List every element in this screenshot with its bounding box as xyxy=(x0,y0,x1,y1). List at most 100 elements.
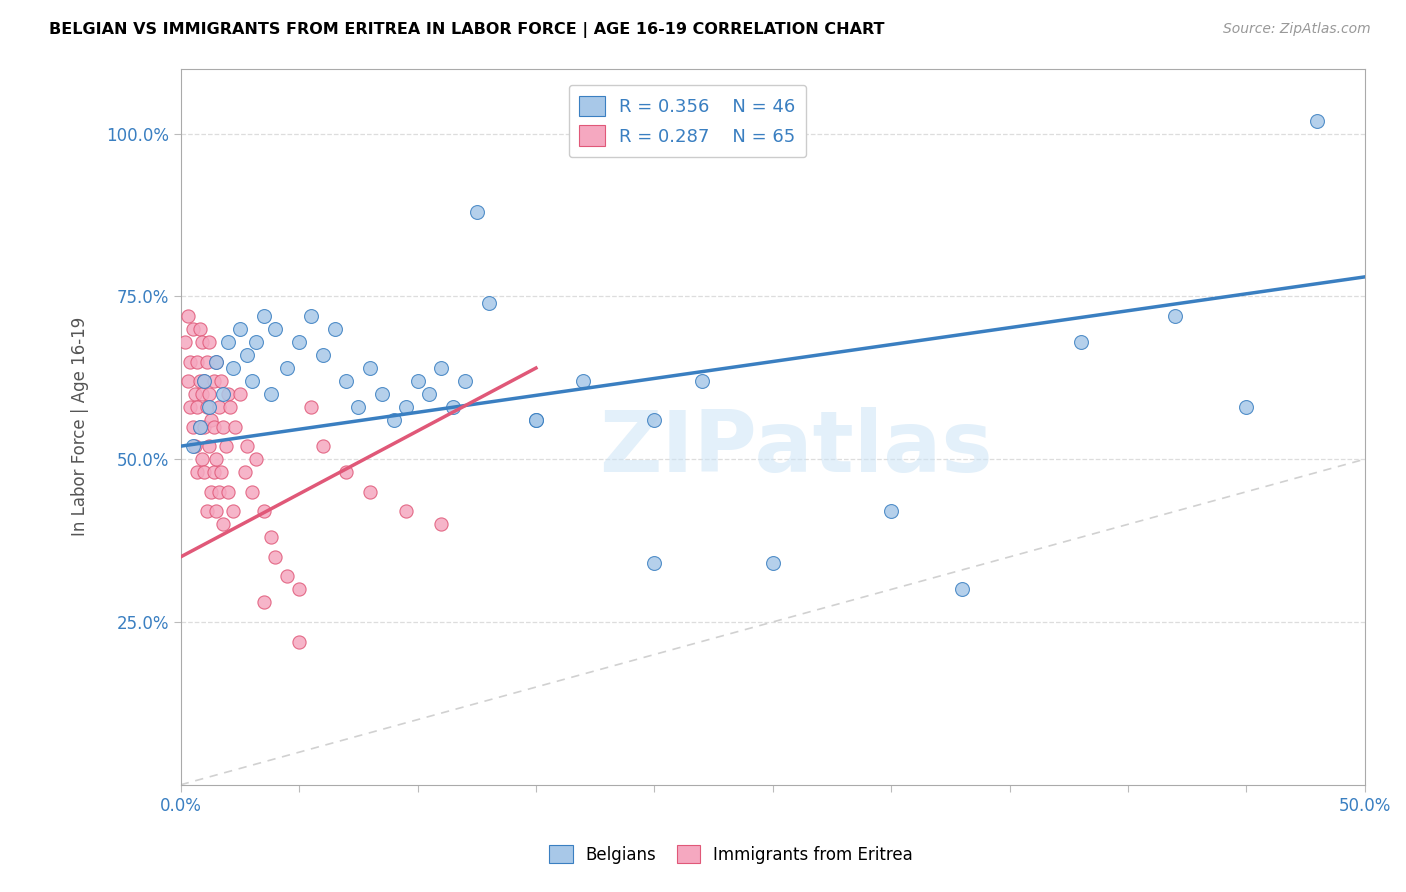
Point xyxy=(179,400,201,414)
Point xyxy=(950,582,973,597)
Point xyxy=(288,582,311,597)
Point xyxy=(524,413,547,427)
Point xyxy=(524,413,547,427)
Point xyxy=(643,413,665,427)
Point xyxy=(195,354,218,368)
Point xyxy=(181,419,204,434)
Point xyxy=(198,439,221,453)
Point xyxy=(186,400,208,414)
Point xyxy=(382,413,405,427)
Point xyxy=(207,484,229,499)
Point xyxy=(690,374,713,388)
Point xyxy=(179,354,201,368)
Point xyxy=(430,517,453,532)
Point xyxy=(207,400,229,414)
Point xyxy=(880,504,903,518)
Point xyxy=(312,439,335,453)
Point xyxy=(195,400,218,414)
Point xyxy=(441,400,464,414)
Point xyxy=(1070,334,1092,349)
Point xyxy=(200,484,222,499)
Point xyxy=(359,361,381,376)
Point xyxy=(229,322,252,336)
Point xyxy=(222,504,245,518)
Point xyxy=(252,595,274,609)
Point xyxy=(195,504,218,518)
Point xyxy=(260,387,283,401)
Point xyxy=(198,400,221,414)
Point xyxy=(191,387,214,401)
Point xyxy=(229,387,252,401)
Legend: Belgians, Immigrants from Eritrea: Belgians, Immigrants from Eritrea xyxy=(543,838,920,871)
Point xyxy=(181,439,204,453)
Point xyxy=(177,309,200,323)
Point xyxy=(198,387,221,401)
Point xyxy=(212,419,235,434)
Point xyxy=(186,354,208,368)
Point xyxy=(233,465,256,479)
Point xyxy=(200,413,222,427)
Point xyxy=(347,400,370,414)
Point xyxy=(359,484,381,499)
Point xyxy=(188,419,211,434)
Point xyxy=(276,361,298,376)
Point xyxy=(395,504,418,518)
Y-axis label: In Labor Force | Age 16-19: In Labor Force | Age 16-19 xyxy=(72,317,89,536)
Point xyxy=(205,452,228,467)
Legend: R = 0.356    N = 46, R = 0.287    N = 65: R = 0.356 N = 46, R = 0.287 N = 65 xyxy=(568,85,806,157)
Point xyxy=(477,296,499,310)
Point xyxy=(395,400,418,414)
Point xyxy=(202,374,225,388)
Point xyxy=(205,354,228,368)
Point xyxy=(186,465,208,479)
Point xyxy=(191,334,214,349)
Point xyxy=(188,419,211,434)
Point xyxy=(191,452,214,467)
Text: Source: ZipAtlas.com: Source: ZipAtlas.com xyxy=(1223,22,1371,37)
Point xyxy=(193,419,215,434)
Point xyxy=(572,374,595,388)
Point xyxy=(299,400,322,414)
Point xyxy=(762,557,785,571)
Point xyxy=(240,484,263,499)
Point xyxy=(217,484,239,499)
Text: ZIPatlas: ZIPatlas xyxy=(599,407,993,490)
Point xyxy=(193,374,215,388)
Point xyxy=(406,374,429,388)
Point xyxy=(205,354,228,368)
Point xyxy=(245,334,267,349)
Point xyxy=(335,374,357,388)
Point xyxy=(240,374,263,388)
Point xyxy=(177,374,200,388)
Point xyxy=(174,334,197,349)
Point xyxy=(1306,113,1329,128)
Point xyxy=(219,400,242,414)
Point xyxy=(184,387,207,401)
Point xyxy=(184,439,207,453)
Point xyxy=(454,374,477,388)
Point xyxy=(193,374,215,388)
Point xyxy=(418,387,440,401)
Point xyxy=(264,549,287,564)
Point xyxy=(252,309,274,323)
Point xyxy=(1164,309,1187,323)
Point xyxy=(202,419,225,434)
Point xyxy=(224,419,246,434)
Point xyxy=(335,465,357,479)
Point xyxy=(198,334,221,349)
Point xyxy=(264,322,287,336)
Point xyxy=(236,348,259,362)
Point xyxy=(1234,400,1257,414)
Point xyxy=(276,569,298,583)
Point xyxy=(205,504,228,518)
Point xyxy=(222,361,245,376)
Point xyxy=(643,557,665,571)
Point xyxy=(217,334,239,349)
Point xyxy=(202,465,225,479)
Point xyxy=(209,465,232,479)
Point xyxy=(260,530,283,544)
Point xyxy=(212,517,235,532)
Point xyxy=(245,452,267,467)
Point xyxy=(252,504,274,518)
Point xyxy=(209,374,232,388)
